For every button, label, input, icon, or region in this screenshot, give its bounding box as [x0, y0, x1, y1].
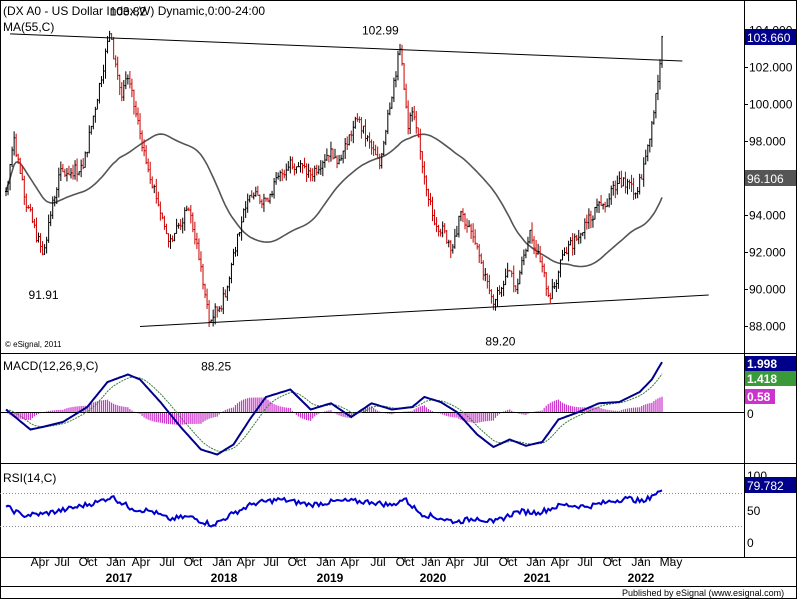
macd-signal-line — [5, 373, 663, 453]
time-tick-month: Jul — [473, 555, 488, 569]
time-tick-month: Jul — [54, 555, 69, 569]
price-tick-label: 88.000 — [749, 320, 786, 334]
annotation-layer: 103.82 102.99 91.91 88.25 89.20 — [29, 5, 516, 374]
time-tick-month: Jan — [212, 555, 231, 569]
ma-55-line — [5, 133, 663, 268]
time-tick-month: Oct — [499, 555, 518, 569]
moving-average-layer — [5, 133, 663, 268]
rsi-value-badge — [745, 477, 796, 493]
price-tick-label: 98.000 — [749, 135, 786, 149]
last-price-value: 103.660 — [747, 31, 791, 45]
price-tick-label: 100.000 — [749, 98, 793, 112]
ma-value: 96.106 — [747, 172, 784, 186]
time-tick-month: Jan — [316, 555, 335, 569]
time-tick-month: Jan — [106, 555, 125, 569]
macd-histogram-layer — [7, 396, 663, 425]
macd-pane — [0, 361, 744, 456]
price-annotation: 88.25 — [201, 359, 231, 373]
chart-title: (DX A0 - US Dollar Index,W) Dynamic,0:00… — [3, 4, 265, 18]
signal-value: 1.418 — [747, 372, 777, 386]
price-pane: 88.00090.00092.00094.00096.00098.000100.… — [5, 5, 793, 374]
trendline-upper — [10, 33, 683, 62]
time-tick-year: 2020 — [420, 571, 447, 585]
footer-credit: Published by eSignal (www.esignal.com) — [622, 588, 784, 598]
time-tick-month: Apr — [341, 555, 360, 569]
price-tick-label: 102.000 — [749, 61, 793, 75]
time-axis: Apr Jul Oct Jan Apr Jul Oct Jan Apr Jul Oct Jan Apr J… — [31, 555, 683, 585]
esignal-watermark: © eSignal, 2011 — [5, 340, 62, 349]
time-tick-month: Apr — [237, 555, 256, 569]
time-tick-month: Apr — [446, 555, 465, 569]
ma-value-badge — [745, 170, 796, 186]
time-tick-year: 2017 — [106, 571, 133, 585]
rsi-value: 79.782 — [747, 479, 784, 493]
macd-line — [5, 361, 663, 456]
rsi-tick-0: 0 — [747, 536, 754, 550]
rsi-line — [5, 489, 663, 528]
time-tick-year: 2019 — [317, 571, 344, 585]
price-tick-label: 92.000 — [749, 246, 786, 260]
price-annotation: 103.82 — [110, 5, 147, 19]
time-tick-month: Apr — [31, 555, 50, 569]
time-tick-month: Jul — [263, 555, 278, 569]
time-tick-month: Oct — [288, 555, 307, 569]
macd-zero-label: 0 — [747, 407, 754, 421]
time-tick-month: Jul — [370, 555, 385, 569]
time-tick-month: Oct — [603, 555, 622, 569]
macd-value-badge — [745, 356, 796, 371]
price-annotation: 102.99 — [362, 24, 399, 38]
time-tick-month: Oct — [396, 555, 415, 569]
macd-title: MACD(12,26,9,C) — [3, 359, 98, 373]
time-tick-month: Jan — [526, 555, 545, 569]
histogram-value-badge — [745, 389, 775, 404]
price-tick-label: 90.000 — [749, 283, 786, 297]
time-tick-month: Jul — [577, 555, 592, 569]
ma-label: MA(55,C) — [3, 20, 54, 34]
rsi-pane — [0, 489, 744, 528]
price-tick-label: 94.000 — [749, 209, 786, 223]
last-price-badge — [745, 29, 796, 45]
rsi-tick-50: 50 — [747, 504, 761, 518]
histogram-value: 0.58 — [747, 390, 771, 404]
time-tick-year: 2022 — [628, 571, 655, 585]
rsi-title: RSI(14,C) — [3, 471, 56, 485]
time-tick-month: Oct — [79, 555, 98, 569]
price-annotation: 91.91 — [29, 288, 59, 302]
signal-value-badge — [745, 371, 796, 386]
macd-value: 1.998 — [747, 357, 777, 371]
price-annotation: 89.20 — [485, 334, 515, 348]
time-tick-month: May — [660, 555, 683, 569]
trendline-lower — [140, 294, 709, 327]
time-tick-year: 2018 — [211, 571, 238, 585]
trendline-layer — [10, 33, 709, 327]
time-tick-month: Jan — [631, 555, 650, 569]
time-tick-month: Apr — [551, 555, 570, 569]
candle-layer — [5, 30, 663, 327]
time-tick-month: Jan — [421, 555, 440, 569]
time-tick-month: Jul — [159, 555, 174, 569]
time-tick-month: Apr — [132, 555, 151, 569]
time-tick-month: Oct — [184, 555, 203, 569]
time-tick-year: 2021 — [524, 571, 551, 585]
